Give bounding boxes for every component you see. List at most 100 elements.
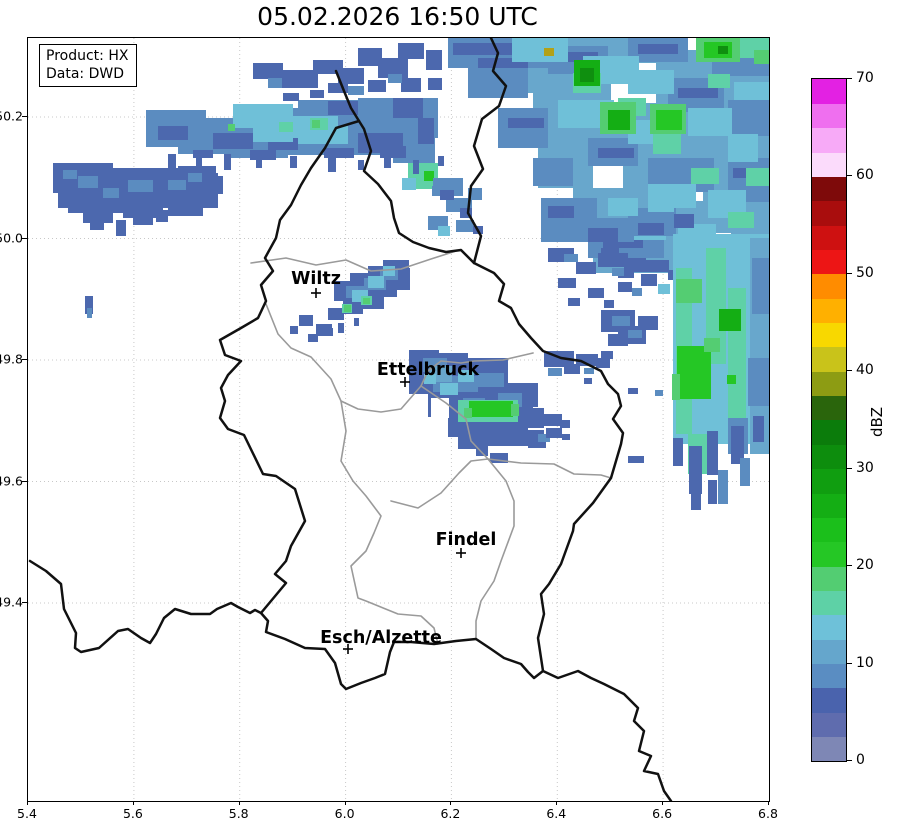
radar-patch: [672, 374, 680, 400]
radar-patch: [704, 338, 720, 352]
colorbar-segment: [812, 639, 846, 665]
colorbar-segment: [812, 127, 846, 153]
radar-patch: [706, 248, 726, 364]
y-tick-mark: [22, 237, 27, 239]
radar-patch: [648, 196, 674, 212]
colorbar-tick-label: 40: [856, 362, 874, 379]
colorbar-tick-mark: [847, 272, 852, 274]
district-border-line: [390, 458, 489, 509]
x-tick-label: 6.4: [546, 806, 567, 821]
radar-patch: [368, 276, 384, 288]
y-tick-label: 49.4: [0, 594, 23, 610]
radar-patch: [718, 46, 728, 54]
radar-patch: [728, 134, 758, 162]
radar-patch: [548, 206, 574, 218]
radar-patch: [628, 70, 674, 94]
radar-patch: [734, 82, 769, 100]
radar-patch: [752, 258, 769, 314]
radar-patch: [458, 433, 488, 449]
radar-patch: [588, 228, 618, 242]
radar-patch: [618, 268, 634, 278]
x-tick-mark: [768, 801, 769, 805]
colorbar-tick-mark: [847, 760, 852, 761]
radar-patch: [363, 298, 370, 304]
radar-patch: [562, 434, 570, 440]
radar-patch: [78, 176, 98, 188]
radar-patch: [719, 309, 741, 331]
radar-patch: [193, 150, 213, 158]
radar-patch: [256, 158, 262, 168]
radar-patch: [656, 110, 682, 130]
radar-patch: [638, 223, 664, 235]
colorbar-tick-label: 10: [856, 654, 874, 671]
radar-patch: [168, 154, 176, 168]
district-border-line: [420, 385, 612, 479]
radar-patch: [689, 446, 702, 494]
country-border-line: [357, 119, 476, 265]
radar-patch: [213, 133, 253, 149]
radar-patch: [538, 434, 550, 442]
radar-patch: [707, 431, 718, 475]
radar-patch: [628, 388, 638, 394]
radar-patch: [541, 224, 579, 242]
radar-patch: [512, 38, 568, 62]
map-plot-area: Wiltz Ettelbruck Findel Esch/Alzette Produc…: [27, 37, 770, 802]
colorbar-segment: [812, 420, 846, 445]
colorbar-unit-label: dBZ: [868, 406, 886, 438]
colorbar-segment: [812, 493, 846, 518]
radar-patch: [508, 118, 544, 128]
radar-patch: [431, 398, 449, 418]
colorbar-segment: [812, 517, 846, 543]
radar-patch: [464, 408, 472, 418]
country-border: [28, 38, 673, 801]
radar-patch: [753, 416, 764, 442]
radar-patch: [608, 198, 638, 216]
radar-patch: [673, 438, 683, 466]
radar-patch: [511, 404, 519, 416]
radar-patch: [358, 160, 364, 170]
radar-patch: [196, 156, 202, 168]
radar-patch: [396, 268, 410, 280]
radar-patch: [643, 260, 669, 272]
radar-patch: [655, 390, 663, 396]
radar-patch: [728, 212, 754, 228]
radar-patch: [278, 70, 318, 88]
colorbar-segment: [812, 541, 846, 567]
radar-patch: [228, 124, 235, 131]
y-tick-label: 50.2: [0, 108, 23, 124]
radar-patch: [348, 86, 364, 95]
radar-patch: [168, 180, 186, 190]
radar-patch: [708, 74, 730, 88]
radar-patch: [588, 288, 604, 298]
radar-patch: [688, 108, 732, 136]
colorbar-segment: [812, 444, 846, 470]
colorbar-tick-mark: [847, 467, 852, 469]
radar-patch: [691, 168, 719, 184]
radar-patch: [748, 358, 769, 406]
radar-patch: [384, 156, 391, 168]
radar-patch: [328, 308, 344, 320]
colorbar-segment: [812, 273, 846, 299]
radar-patch: [727, 375, 736, 384]
radar-patch: [469, 401, 513, 417]
radar-patch: [546, 428, 562, 438]
radar-patch: [224, 154, 231, 170]
x-tick-label: 5.4: [17, 806, 37, 821]
radar-patch: [398, 43, 424, 59]
radar-patch: [402, 178, 416, 190]
radar-patch: [328, 158, 336, 172]
radar-patch: [576, 354, 598, 366]
radar-patch: [428, 78, 442, 90]
radar-patch: [299, 315, 313, 326]
colorbar-tick-label: 50: [856, 264, 874, 281]
district-border-line: [265, 303, 534, 413]
radar-patch: [584, 368, 594, 374]
radar-patch: [608, 334, 628, 346]
colorbar-segment: [812, 346, 846, 372]
radar-patch: [618, 282, 632, 292]
radar-patch: [746, 168, 769, 186]
radar-patch: [380, 146, 406, 158]
radar-patch: [279, 122, 293, 132]
radar-patch: [628, 456, 644, 463]
colorbar-tick-label: 20: [856, 557, 874, 574]
